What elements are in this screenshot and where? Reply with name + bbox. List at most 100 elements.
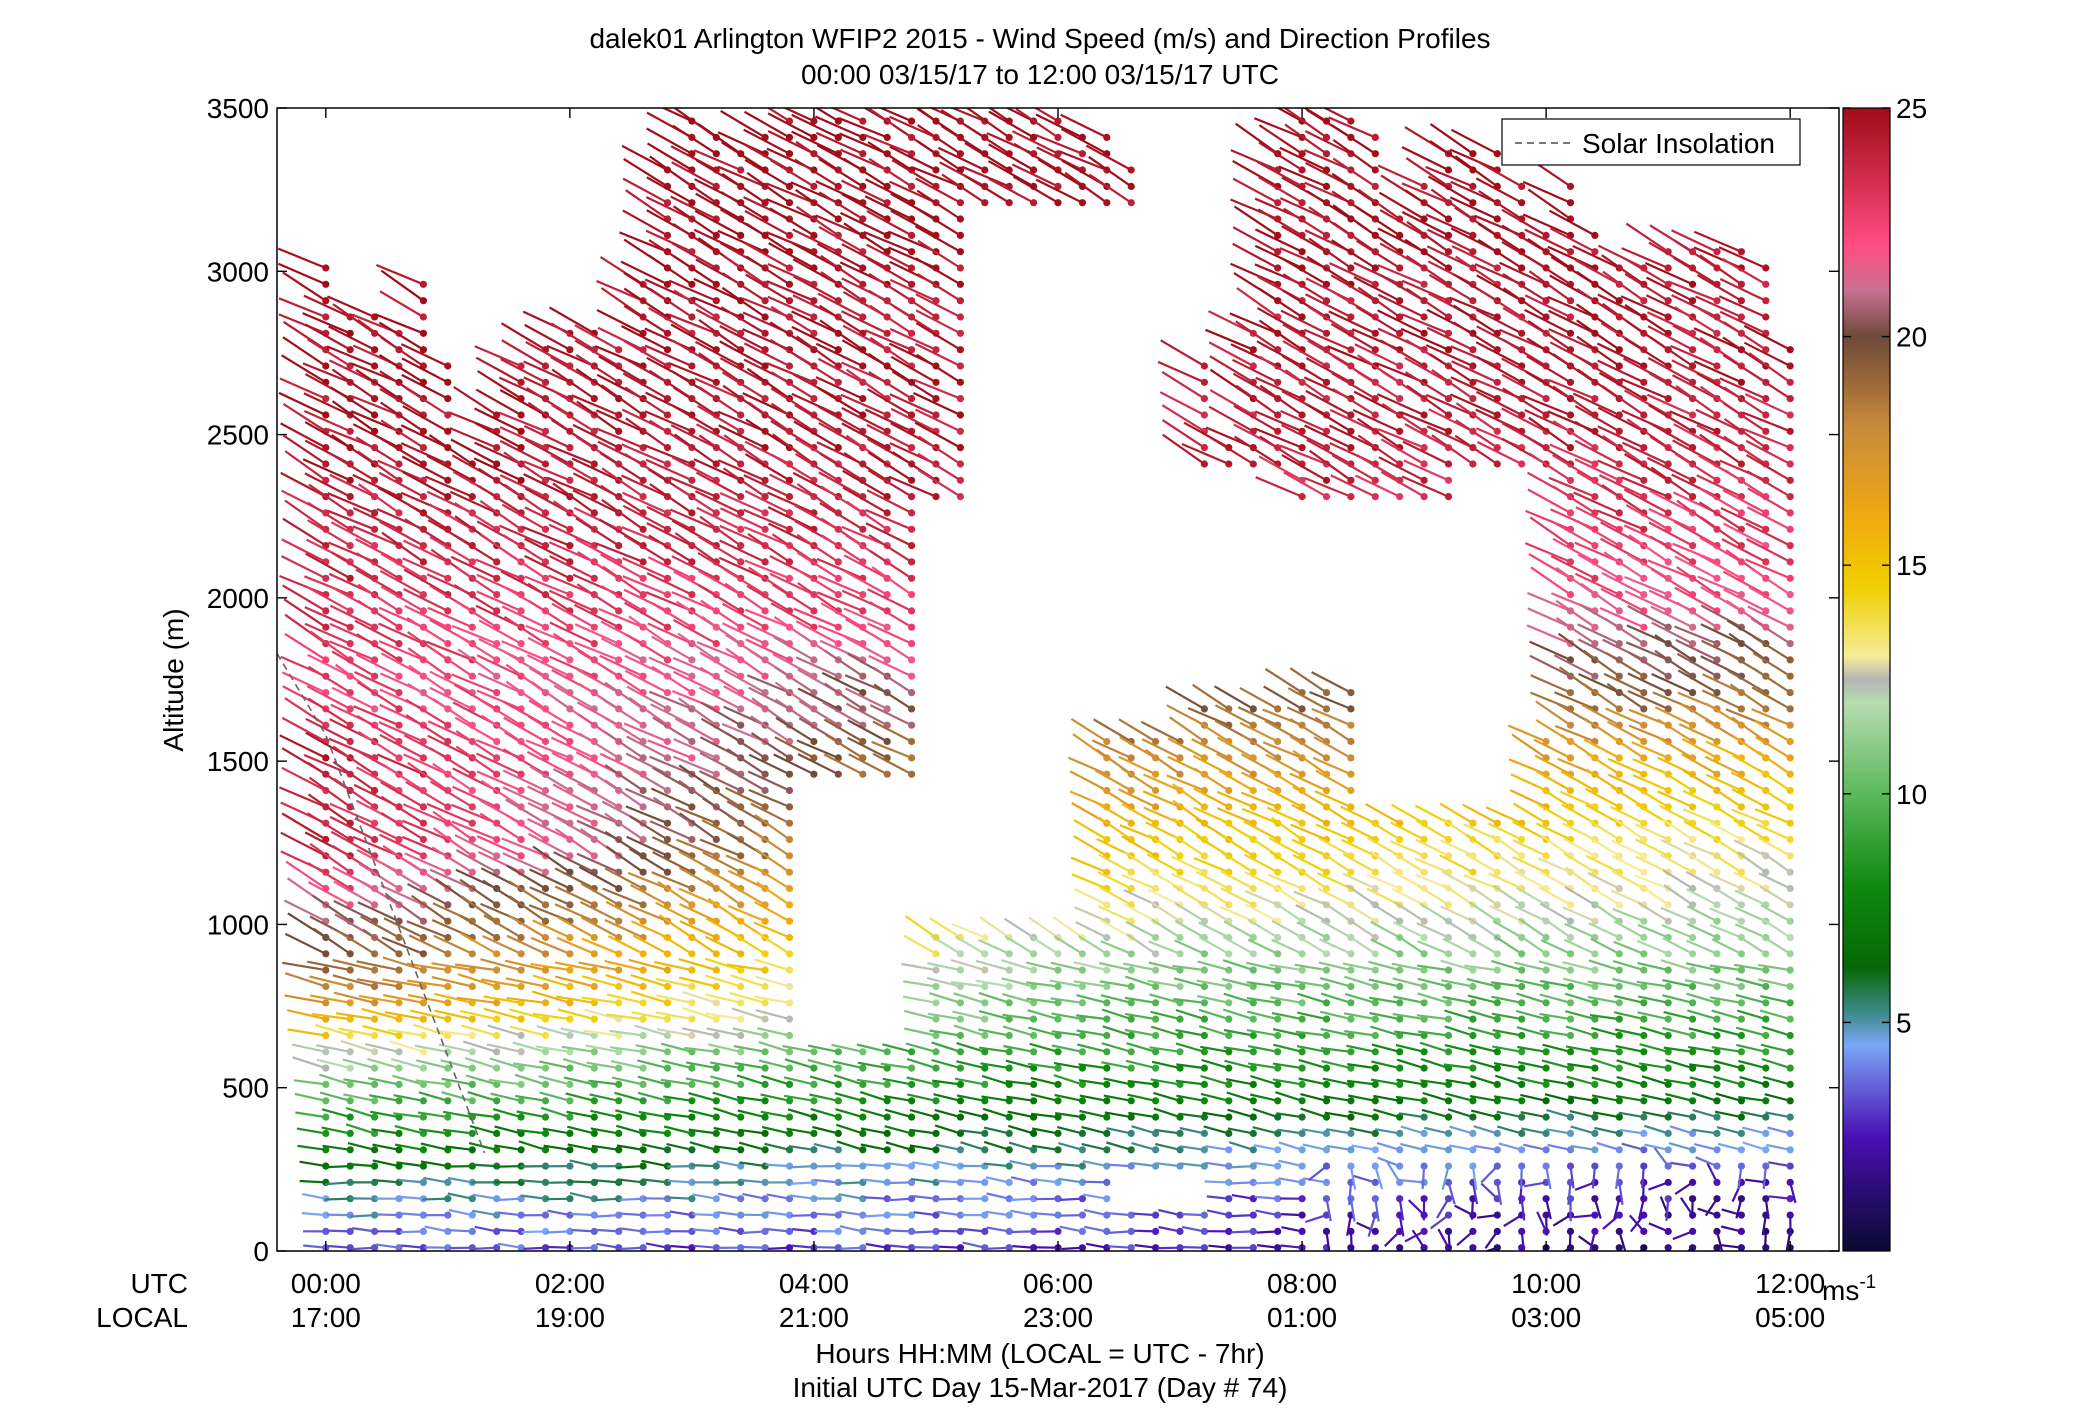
wind-barb-dot <box>1322 297 1331 305</box>
wind-barb-dot <box>1103 199 1111 207</box>
wind-barb-stick <box>750 802 790 825</box>
wind-barb-stick <box>867 588 913 612</box>
wind-barb-stick <box>1289 772 1327 792</box>
wind-barb-stick <box>550 322 595 351</box>
wind-barb-dot <box>688 982 696 991</box>
wind-barb-stick <box>303 294 351 318</box>
wind-barb-stick <box>1070 717 1108 743</box>
wind-barb-dot <box>566 1031 574 1040</box>
wind-barb-stick <box>1131 1162 1156 1168</box>
wind-barb-stick <box>869 704 913 727</box>
wind-barb-dot <box>1322 182 1331 190</box>
wind-barb-dot <box>468 1080 476 1088</box>
wind-barb-stick <box>1422 1091 1449 1102</box>
wind-barb-dot <box>1225 950 1233 958</box>
wind-barb-stick <box>299 1179 326 1184</box>
wind-barb-dot <box>468 1048 476 1056</box>
wind-barb-stick <box>282 961 326 972</box>
wind-barb-stick <box>782 108 815 123</box>
wind-barb-stick <box>1323 1095 1352 1102</box>
wind-barb-dot <box>1420 917 1428 925</box>
wind-barb-stick <box>797 687 839 710</box>
wind-barb-dot <box>590 1048 598 1056</box>
wind-barb-stick <box>817 292 864 318</box>
wind-barb-stick <box>758 1059 790 1070</box>
wind-barb-dot <box>688 1195 696 1203</box>
wind-barb-stick <box>744 143 791 171</box>
wind-barb-dot <box>346 982 354 991</box>
wind-barb-stick <box>667 1179 692 1184</box>
wind-barb-stick <box>729 992 766 1004</box>
wind-barb-dot <box>1176 1146 1184 1154</box>
wind-barb-stick <box>1415 873 1449 890</box>
wind-barb-dot <box>493 607 501 615</box>
wind-barb-stick <box>329 640 376 661</box>
wind-barb-stick <box>1191 738 1230 759</box>
wind-barb-dot <box>493 1031 501 1040</box>
wind-barb-stick <box>648 306 693 335</box>
wind-barb-dot <box>444 1195 452 1203</box>
wind-barb-stick <box>676 838 717 857</box>
wind-barb-dot <box>956 493 965 501</box>
wind-barb-dot <box>1005 1113 1013 1121</box>
wind-barb-dot <box>1249 1064 1257 1072</box>
wind-barb-stick <box>563 1076 595 1086</box>
wind-barb-dot <box>322 313 330 321</box>
wind-barb-stick <box>1172 799 1206 825</box>
wind-barb-stick <box>733 1045 766 1053</box>
wind-barb-dot <box>322 264 330 272</box>
wind-barb-dot <box>859 737 867 746</box>
wind-barb-stick <box>1281 454 1328 482</box>
wind-barb-stick <box>916 272 961 302</box>
wind-barb-dot <box>1322 819 1331 827</box>
wind-barb-stick <box>694 209 742 237</box>
wind-barb-dot <box>1347 868 1355 876</box>
wind-barb-stick <box>1491 995 1522 1004</box>
wind-barb-dot <box>956 1064 965 1072</box>
wind-barb-stick <box>975 959 1010 972</box>
wind-barb-stick <box>847 736 888 759</box>
wind-barb-dot <box>395 1015 403 1023</box>
wind-barb-dot <box>1371 346 1379 354</box>
wind-barb-stick <box>1425 165 1474 188</box>
wind-barb-dot <box>1225 982 1233 991</box>
wind-barb-stick <box>651 836 693 857</box>
wind-barb-stick <box>1228 1141 1254 1151</box>
wind-barb-stick <box>702 782 742 808</box>
wind-barb-stick <box>529 667 571 694</box>
wind-barb-stick <box>1093 718 1132 743</box>
wind-barb-stick <box>678 697 717 727</box>
wind-barb-dot <box>834 133 842 141</box>
wind-barb-dot <box>1493 950 1501 958</box>
wind-barb-stick <box>516 1110 546 1119</box>
wind-barb-dot <box>1249 1031 1257 1040</box>
wind-barb-stick <box>1154 1128 1181 1135</box>
wind-barb-dot <box>615 950 623 958</box>
wind-barb-dot <box>419 1129 427 1137</box>
wind-barb-stick <box>1278 1159 1303 1168</box>
wind-barb-dot <box>1127 1048 1135 1056</box>
wind-barb-dot <box>541 1080 550 1088</box>
wind-barb-stick <box>882 1043 912 1053</box>
wind-barb-dot <box>1322 1178 1331 1186</box>
wind-barb-stick <box>1007 1110 1034 1119</box>
wind-barb-dot <box>956 950 965 958</box>
wind-barb-stick <box>723 434 766 465</box>
wind-barb-dot <box>590 1031 598 1040</box>
wind-barb-dot <box>1371 1031 1379 1040</box>
wind-barb-dot <box>1469 1031 1477 1040</box>
wind-barb-stick <box>1395 1095 1425 1102</box>
wind-barb-dot <box>395 754 403 762</box>
wind-barb-stick <box>1282 273 1328 302</box>
wind-barb-stick <box>713 1107 742 1119</box>
wind-barb-stick <box>746 622 790 645</box>
wind-barb-stick <box>628 615 669 645</box>
wind-barb-stick <box>599 654 644 678</box>
wind-barb-stick <box>307 812 351 841</box>
wind-barb-dot <box>444 917 452 925</box>
wind-barb-dot <box>493 1113 501 1121</box>
wind-barb-dot <box>1030 1097 1038 1105</box>
wind-barb-dot <box>908 623 916 631</box>
wind-barb-stick <box>548 523 595 547</box>
wind-barb-stick <box>1100 994 1132 1004</box>
